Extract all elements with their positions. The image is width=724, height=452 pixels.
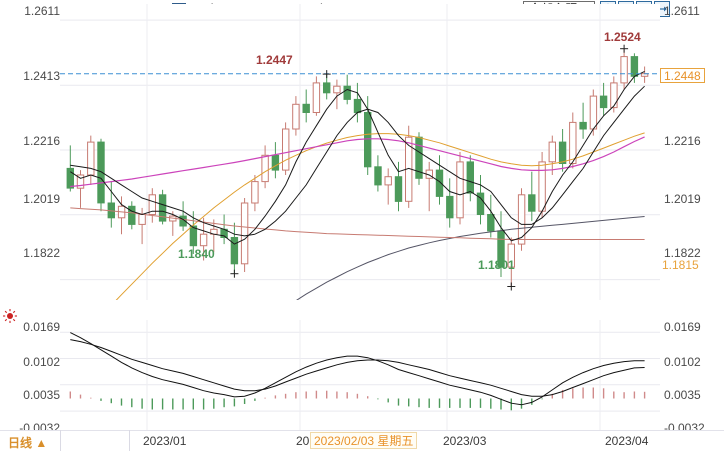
- price-axis-left-3: 1.2019: [23, 192, 60, 206]
- low-annotation-left: 1.1840: [178, 247, 215, 261]
- high-annotation-mid: 1.2447: [256, 53, 293, 67]
- macd-axis-left-1: 0.0102: [23, 355, 60, 369]
- date-tick-0: 2023/01: [143, 434, 187, 448]
- price-axis-right-2: 1.2019: [664, 192, 701, 206]
- axis-divider-left: [60, 430, 61, 451]
- time-axis-bar: 日线 ▲ 2023/01 2023/02 2023/03 2023/04 202…: [0, 430, 724, 452]
- date-hover-tooltip: 2023/02/03 星期五: [310, 432, 418, 449]
- candlestick-chart[interactable]: [60, 4, 660, 300]
- price-axis-left-2: 1.2216: [23, 134, 60, 148]
- macd-axis-right-0: 0.0169: [664, 320, 701, 334]
- period-toggle[interactable]: 日线 ▲: [8, 436, 48, 450]
- price-axis-right-0: 1.2611: [664, 4, 700, 18]
- high-annotation-right: 1.2524: [604, 30, 641, 44]
- low-annotation-mid: 1.1801: [478, 258, 515, 272]
- axis-divider-period: [129, 430, 130, 451]
- macd-chart[interactable]: [60, 306, 660, 430]
- macd-axis-right-1: 0.0102: [664, 355, 701, 369]
- macd-axis-left-2: 0.0035: [23, 388, 60, 402]
- lowest-price-axis-label: 1.1815: [662, 258, 699, 272]
- macd-axis-left-0: 0.0169: [23, 320, 60, 334]
- price-axis-right-3: 1.1822: [664, 246, 701, 260]
- current-price-tag: 1.2448: [660, 68, 705, 83]
- macd-axis-right-2: 0.0035: [664, 388, 701, 402]
- date-tick-2: 2023/03: [443, 434, 487, 448]
- price-axis-left-0: 1.2611: [24, 4, 60, 18]
- price-axis-left-4: 1.1822: [23, 246, 60, 260]
- price-axis-left-1: 1.2413: [23, 69, 60, 83]
- price-axis-right-1: 1.2216: [664, 134, 701, 148]
- date-tick-3: 2023/04: [605, 434, 649, 448]
- sun-brightness-icon[interactable]: [2, 308, 18, 324]
